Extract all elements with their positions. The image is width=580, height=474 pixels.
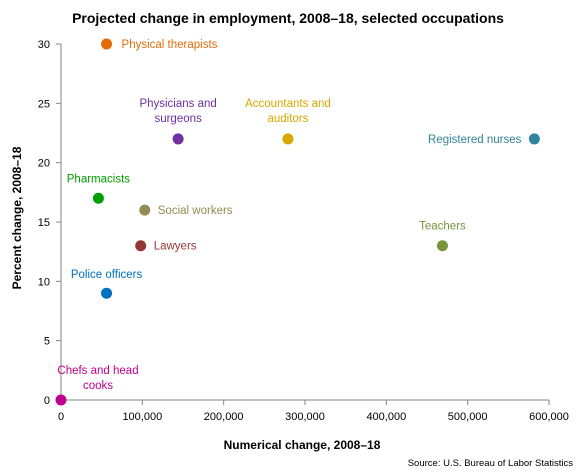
chart-title: Projected change in employment, 2008–18,… <box>72 10 504 26</box>
data-point <box>528 133 540 145</box>
y-tick-label: 30 <box>38 39 50 51</box>
y-tick-label: 20 <box>38 158 50 170</box>
point-label: Chefs and head <box>57 365 138 377</box>
data-point <box>135 240 147 252</box>
source-note: Source: U.S. Bureau of Labor Statistics <box>408 458 574 469</box>
point-label: Lawyers <box>154 241 197 253</box>
point-label: Physical therapists <box>122 39 218 51</box>
point-label: auditors <box>267 113 308 125</box>
data-point <box>282 133 294 145</box>
x-tick-label: 500,000 <box>448 411 488 423</box>
data-point <box>92 192 104 204</box>
data-points: Physical therapists Physicians and surgeon… <box>55 38 540 406</box>
data-point <box>101 38 113 50</box>
point-label: Registered nurses <box>428 134 522 146</box>
point-label: Teachers <box>419 221 466 233</box>
y-tick-label: 15 <box>38 217 50 229</box>
data-point <box>101 287 113 299</box>
data-point <box>436 240 448 252</box>
data-point <box>139 204 151 216</box>
point-label: surgeons <box>154 113 202 125</box>
y-tick-label: 10 <box>38 276 50 288</box>
x-tick-label: 600,000 <box>529 411 569 423</box>
axes: 0 100,000 200,000 300,000 400,000 500,000 600,… <box>38 39 569 423</box>
point-label: Police officers <box>71 269 143 281</box>
point-label: Social workers <box>158 205 233 217</box>
x-tick-label: 200,000 <box>204 411 244 423</box>
data-point <box>172 133 184 145</box>
y-tick-label: 25 <box>38 98 50 110</box>
x-tick-label: 0 <box>58 411 64 423</box>
y-tick-label: 5 <box>44 336 50 348</box>
point-label: Pharmacists <box>67 173 131 185</box>
x-tick-label: 400,000 <box>366 411 406 423</box>
x-axis-title: Numerical change, 2008–18 <box>224 438 381 452</box>
point-label: Physicians and <box>139 98 216 110</box>
y-axis-title: Percent change, 2008–18 <box>10 146 24 289</box>
x-tick-label: 300,000 <box>285 411 325 423</box>
point-label: cooks <box>83 380 113 392</box>
x-tick-label: 100,000 <box>122 411 162 423</box>
data-point <box>55 394 67 406</box>
y-tick-label: 0 <box>44 395 50 407</box>
point-label: Accountants and <box>245 98 331 110</box>
